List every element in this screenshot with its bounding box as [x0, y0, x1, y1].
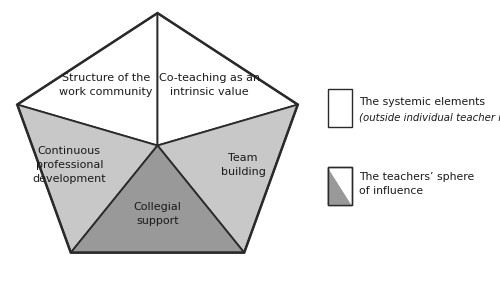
- Polygon shape: [328, 167, 351, 205]
- Text: Structure of the
work community: Structure of the work community: [59, 73, 152, 97]
- Text: (outside individual teacher influence): (outside individual teacher influence): [359, 112, 500, 122]
- Bar: [328, 167, 351, 205]
- Polygon shape: [17, 104, 158, 253]
- Polygon shape: [158, 104, 298, 253]
- Text: Co-teaching as an
intrinsic value: Co-teaching as an intrinsic value: [158, 73, 260, 97]
- Text: Collegial
support: Collegial support: [134, 202, 182, 226]
- Polygon shape: [158, 13, 298, 146]
- Bar: [328, 167, 351, 205]
- Text: The systemic elements: The systemic elements: [359, 97, 485, 107]
- Text: Continuous
professional
development: Continuous professional development: [32, 146, 106, 184]
- Text: The teachers’ sphere
of influence: The teachers’ sphere of influence: [359, 172, 474, 196]
- Polygon shape: [17, 13, 158, 146]
- Bar: [328, 89, 351, 127]
- Text: Team
building: Team building: [220, 153, 266, 177]
- Polygon shape: [71, 146, 244, 253]
